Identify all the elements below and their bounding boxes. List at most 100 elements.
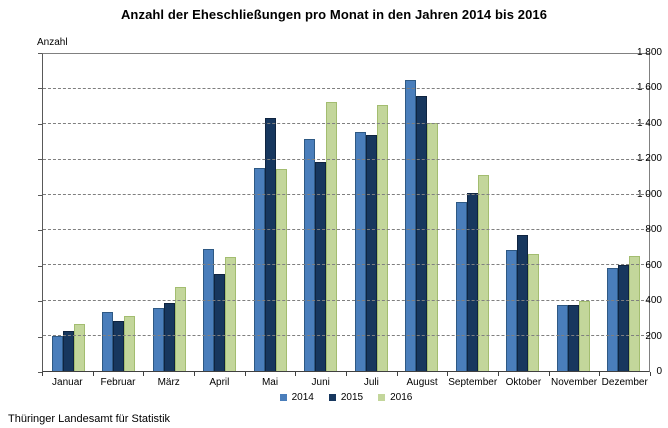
x-tick-label: März <box>157 377 180 388</box>
y-tick-label: 1 600 <box>636 82 662 94</box>
bar-2015-juli <box>365 135 377 371</box>
x-tick-label: November <box>550 377 598 388</box>
x-tick-label: August <box>406 377 438 388</box>
gridline <box>43 229 649 231</box>
bar-2014-november <box>556 304 568 371</box>
x-tick-label: Juli <box>363 377 379 388</box>
x-tick-label: Mai <box>261 377 279 388</box>
x-tick-label: Oktober <box>505 377 542 388</box>
bar-2014-dezember <box>607 267 619 371</box>
source-attribution: Thüringer Landesamt für Statistik <box>8 413 171 425</box>
bar-group-januar <box>43 54 94 371</box>
y-tick-label: 1 000 <box>636 188 662 200</box>
chart-title: Anzahl der Eheschließungen pro Monat in … <box>120 7 548 22</box>
x-tick-mark <box>244 372 246 376</box>
bar-group-dezember <box>599 54 650 371</box>
legend-label: 2015 <box>340 392 364 403</box>
gridline <box>43 299 649 301</box>
bar-2014-februar <box>102 312 114 371</box>
gridline <box>43 334 649 336</box>
y-tick-label: 1 200 <box>636 153 662 165</box>
y-tick-mark <box>38 230 42 232</box>
bar-2016-juli <box>376 105 388 371</box>
bar-2014-juli <box>354 131 366 371</box>
bar-2016-juni <box>326 102 338 371</box>
bar-2015-oktober <box>517 234 529 371</box>
legend-item-2015: 2015 <box>328 392 364 403</box>
y-tick-mark <box>38 194 42 196</box>
bar-2016-april <box>225 256 237 371</box>
bar-group-mai <box>245 54 296 371</box>
gridline <box>43 264 649 266</box>
bar-group-november <box>548 54 599 371</box>
bar-2015-märz <box>163 303 175 371</box>
x-tick-label: September <box>448 377 498 388</box>
x-tick-mark <box>650 372 651 376</box>
legend: 2014 2015 2016 <box>42 392 650 403</box>
bar-group-september <box>447 54 498 371</box>
x-tick-label: Januar <box>52 377 83 388</box>
bar-2016-august <box>427 122 439 371</box>
bar-2016-oktober <box>528 253 540 371</box>
x-tick-mark <box>498 372 499 376</box>
bar-2014-märz <box>152 308 164 371</box>
x-tick-mark <box>548 372 550 376</box>
bar-2014-juni <box>304 139 316 371</box>
bar-group-juli <box>346 54 397 371</box>
x-tick-mark <box>346 372 347 376</box>
legend-label: 2014 <box>291 392 314 403</box>
bar-2016-november <box>578 300 590 371</box>
bar-2014-mai <box>253 167 265 371</box>
plot-area <box>42 53 650 372</box>
bar-2014-september <box>455 201 467 371</box>
y-tick-mark <box>38 159 42 161</box>
bar-2016-mai <box>275 169 287 371</box>
y-tick-label: 800 <box>645 224 662 236</box>
x-tick-mark <box>42 372 43 376</box>
x-axis-labels: Januar Februar März April Mai Juni Juli August S… <box>42 377 650 388</box>
y-tick-mark <box>38 53 42 54</box>
legend-swatch-2015 <box>328 394 336 401</box>
bar-group-august <box>397 54 448 371</box>
y-tick-mark <box>38 123 42 125</box>
bar-2016-märz <box>174 287 186 371</box>
y-tick-label: 0 <box>656 366 662 377</box>
bar-2015-november <box>567 304 579 371</box>
y-tick-label: 200 <box>645 330 662 342</box>
bar-2015-dezember <box>618 265 630 371</box>
bar-2015-mai <box>264 118 276 371</box>
bar-2016-september <box>477 174 489 371</box>
bar-group-märz <box>144 54 195 371</box>
bar-group-juni <box>296 54 347 371</box>
legend-swatch-2016 <box>378 394 386 401</box>
bar-2015-februar <box>113 320 125 371</box>
gridline <box>43 158 649 160</box>
y-tick-mark <box>38 336 42 338</box>
y-tick-mark <box>38 301 42 303</box>
y-tick-mark <box>38 265 42 267</box>
bar-groups <box>43 54 649 371</box>
bar-group-april <box>195 54 246 371</box>
y-tick-label: 1 400 <box>636 117 662 129</box>
x-tick-label: Dezember <box>601 377 648 388</box>
bar-2015-april <box>214 274 226 371</box>
bar-2014-august <box>405 80 417 371</box>
x-tick-mark <box>599 372 601 376</box>
bar-2016-dezember <box>629 255 641 371</box>
bar-2015-januar <box>62 330 74 371</box>
legend-item-2016: 2016 <box>378 392 412 403</box>
y-tick-mark <box>38 88 42 90</box>
y-axis-title: Anzahl <box>37 37 68 48</box>
x-tick-label: Februar <box>100 377 136 388</box>
bar-2014-januar <box>51 335 63 371</box>
bar-2016-januar <box>73 324 85 371</box>
y-tick-label: 400 <box>645 295 662 307</box>
legend-item-2014: 2014 <box>279 392 314 403</box>
y-tick-label: 600 <box>645 259 662 271</box>
x-tick-label: April <box>209 377 230 388</box>
bar-group-oktober <box>498 54 549 371</box>
gridline <box>43 123 649 125</box>
y-tick-mark <box>38 372 42 373</box>
x-tick-mark <box>143 372 145 376</box>
